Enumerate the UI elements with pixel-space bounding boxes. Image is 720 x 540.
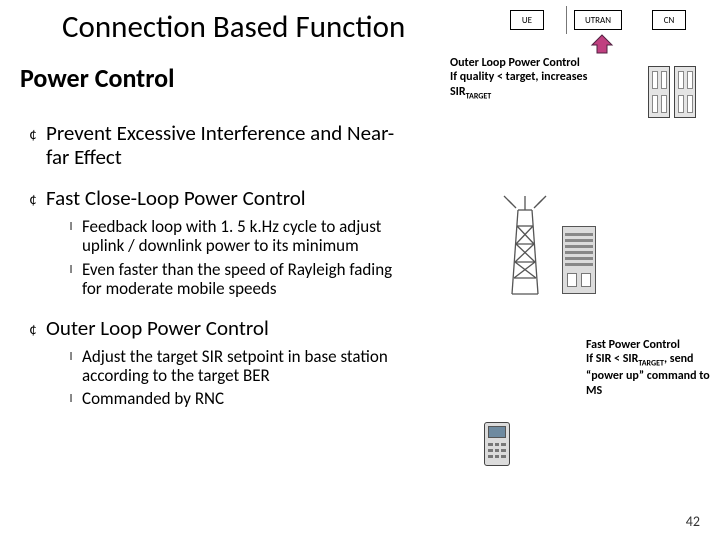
arrow-up-icon (590, 33, 614, 60)
bullet-icon: l (60, 389, 82, 409)
list-subitem: l Adjust the target SIR setpoint in base… (60, 347, 415, 386)
list-text: Prevent Excessive Interference and Near-… (46, 122, 415, 169)
box-ue: UE (510, 10, 544, 30)
list-item: ¢ Outer Loop Power Control (20, 317, 415, 343)
box-utran: UTRAN (574, 10, 622, 30)
slide-root: Connection Based Function UE UTRAN CN Po… (0, 0, 720, 540)
list-item: ¢ Prevent Excessive Interference and Nea… (20, 122, 415, 169)
rack-icon (674, 66, 696, 118)
box-cn: CN (652, 10, 686, 30)
note-line: Outer Loop Power Control (450, 56, 587, 70)
list-text: Adjust the target SIR setpoint in base s… (82, 347, 415, 386)
note-outer-loop: Outer Loop Power Control If quality < ta… (450, 56, 587, 102)
list-text: Commanded by RNC (82, 389, 224, 409)
slide-subtitle: Power Control (20, 62, 174, 94)
rack-icon (648, 66, 670, 118)
bullet-icon: ¢ (20, 122, 46, 169)
phone-icon (484, 422, 510, 466)
header-boxes: UE UTRAN CN (510, 10, 686, 30)
list-subitem: l Commanded by RNC (60, 389, 415, 409)
list-text: Even faster than the speed of Rayleigh f… (82, 260, 415, 299)
note-line: SIRTARGET (450, 85, 587, 102)
note-fast-power: Fast Power Control If SIR < SIRTARGET, s… (586, 338, 716, 398)
bullet-icon: l (60, 347, 82, 386)
list-item: ¢ Fast Close-Loop Power Control (20, 187, 415, 213)
list-subitem: l Feedback loop with 1. 5 k.Hz cycle to … (60, 217, 415, 256)
bullet-icon: ¢ (20, 317, 46, 343)
note-line: If quality < target, increases (450, 70, 587, 84)
bullet-icon: ¢ (20, 187, 46, 213)
note-line: If SIR < SIRTARGET, send (586, 352, 716, 369)
content-area: ¢ Prevent Excessive Interference and Nea… (20, 112, 415, 409)
list-text: Fast Close-Loop Power Control (46, 187, 306, 213)
note-line: Fast Power Control (586, 338, 716, 352)
bullet-icon: l (60, 260, 82, 299)
tower-icon (502, 190, 548, 301)
note-line: “power up” command to (586, 369, 716, 383)
bullet-icon: l (60, 217, 82, 256)
list-subitem: l Even faster than the speed of Rayleigh… (60, 260, 415, 299)
slide-title: Connection Based Function (62, 8, 405, 46)
list-text: Outer Loop Power Control (46, 317, 269, 343)
server-icon (562, 226, 596, 294)
list-text: Feedback loop with 1. 5 k.Hz cycle to ad… (82, 217, 415, 256)
page-number: 42 (686, 513, 700, 530)
note-line: MS (586, 384, 716, 398)
